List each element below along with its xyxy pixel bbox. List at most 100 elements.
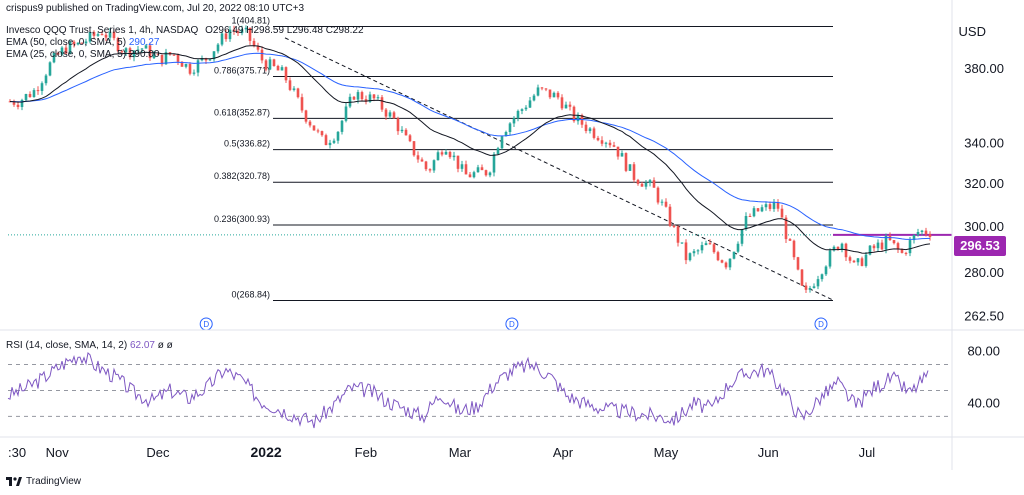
main-pane: 1(404.81) 0.786(375.71) 0.618(352.87) 0.5(3… <box>8 16 952 331</box>
candle-body <box>248 27 252 41</box>
candle-body <box>64 47 68 54</box>
candle-body <box>112 31 116 39</box>
candle-body <box>600 140 604 144</box>
symbol-legend: Invesco QQQ Trust, Series 1, 4h, NASDAQ … <box>6 25 364 36</box>
publisher-line: crispus9 published on TradingView.com, J… <box>6 3 305 14</box>
candle-body <box>628 164 632 171</box>
candle-body <box>380 97 384 110</box>
symbol-title[interactable]: Invesco QQQ Trust, Series 1, 4h, NASDAQ <box>6 25 199 36</box>
candle-body <box>404 129 408 136</box>
candle-body <box>152 54 156 59</box>
y-tick-label: 300.00 <box>964 219 1004 234</box>
rsi-tick-label: 40.00 <box>967 395 1000 410</box>
candle-body <box>412 141 416 156</box>
ema50-legend[interactable]: EMA (50, close, 0, SMA, 5) 290.27 <box>6 37 159 48</box>
candle-body <box>640 183 644 187</box>
candle-body <box>356 92 360 100</box>
candle-body <box>36 90 40 92</box>
y-tick-label: 340.00 <box>964 135 1004 150</box>
x-tick-label: 2022 <box>251 444 282 460</box>
x-tick-label: Jul <box>859 445 876 460</box>
candle-body <box>824 266 828 275</box>
rsi-value: 62.07 <box>129 340 155 351</box>
x-tick-label: Apr <box>553 445 574 460</box>
candle-body <box>596 137 600 141</box>
candle-body <box>40 83 44 91</box>
candle-body <box>796 257 800 270</box>
candle-body <box>860 258 864 266</box>
dividend-marker-label: D <box>203 320 209 329</box>
candle-body <box>912 234 916 241</box>
candle-body <box>696 250 700 252</box>
candle-body <box>284 67 288 81</box>
candle-body <box>500 136 504 149</box>
candle-body <box>108 31 112 38</box>
candle-body <box>304 110 308 122</box>
candle-body <box>272 59 276 66</box>
candle-body <box>720 260 724 263</box>
candle-body <box>604 142 608 144</box>
candle-body <box>116 38 120 52</box>
candle-body <box>256 45 260 50</box>
candle-body <box>588 128 592 132</box>
candle-body <box>688 253 692 261</box>
y-tick-label: 262.50 <box>964 308 1004 323</box>
ema25-label: EMA (25, close, 0, SMA, 5) <box>6 49 127 60</box>
ema25-value: 290.00 <box>128 49 160 60</box>
ohlc-values: O296.49 H298.59 L296.48 C298.22 <box>205 25 364 36</box>
candle-body <box>464 164 468 175</box>
axes: 262.50 280.00 300.00 320.00 340.00 380.00 80.0… <box>0 0 1024 470</box>
candle-body <box>800 269 804 286</box>
candle-body <box>172 54 176 56</box>
candle-body <box>276 65 280 71</box>
candle-body <box>484 170 488 176</box>
candle-body <box>652 180 656 188</box>
candle-body <box>692 251 696 254</box>
candle-body <box>288 80 292 90</box>
candle-body <box>772 202 776 209</box>
candle-body <box>788 239 792 241</box>
candle-body <box>340 120 344 132</box>
candle-body <box>316 130 320 132</box>
candle-body <box>184 63 188 67</box>
candle-body <box>644 182 648 187</box>
candle-body <box>896 243 900 250</box>
candle-body <box>544 88 548 90</box>
candle-body <box>416 155 420 160</box>
candle-body <box>96 34 100 36</box>
candle-body <box>804 285 808 290</box>
y-tick-label: 320.00 <box>964 176 1004 191</box>
candle-body <box>188 63 192 74</box>
candle-body <box>444 151 448 155</box>
candle-body <box>756 208 760 212</box>
candle-body <box>528 100 532 108</box>
candle-body <box>196 60 200 73</box>
candle-body <box>816 279 820 287</box>
candle-body <box>252 40 256 46</box>
candle-body <box>280 67 284 71</box>
ema25-legend[interactable]: EMA (25, close, 0, SMA, 5) 290.00 <box>6 49 159 60</box>
tradingview-logo-icon <box>6 477 22 486</box>
candle-body <box>28 94 32 98</box>
candle-body <box>620 153 624 157</box>
candle-body <box>460 164 464 169</box>
rsi-legend[interactable]: RSI (14, close, SMA, 14, 2) 62.07 ø ø <box>6 340 173 351</box>
candle-body <box>908 240 912 254</box>
candle-body <box>16 104 20 107</box>
candle-body <box>68 41 72 54</box>
candle-body <box>192 72 196 74</box>
candle-body <box>164 52 168 65</box>
dividend-marker-label: D <box>818 320 824 329</box>
candle-body <box>472 172 476 178</box>
candle-body <box>384 109 388 117</box>
candle-body <box>372 94 376 99</box>
candle-body <box>344 106 348 121</box>
candle-body <box>516 110 520 119</box>
candle-body <box>724 262 728 268</box>
fib-level-label: 1(404.81) <box>231 16 270 26</box>
candle-body <box>848 257 852 261</box>
candle-body <box>120 51 124 53</box>
ema50-value: 290.27 <box>128 37 160 48</box>
footer-brand[interactable]: TradingView <box>26 476 82 487</box>
